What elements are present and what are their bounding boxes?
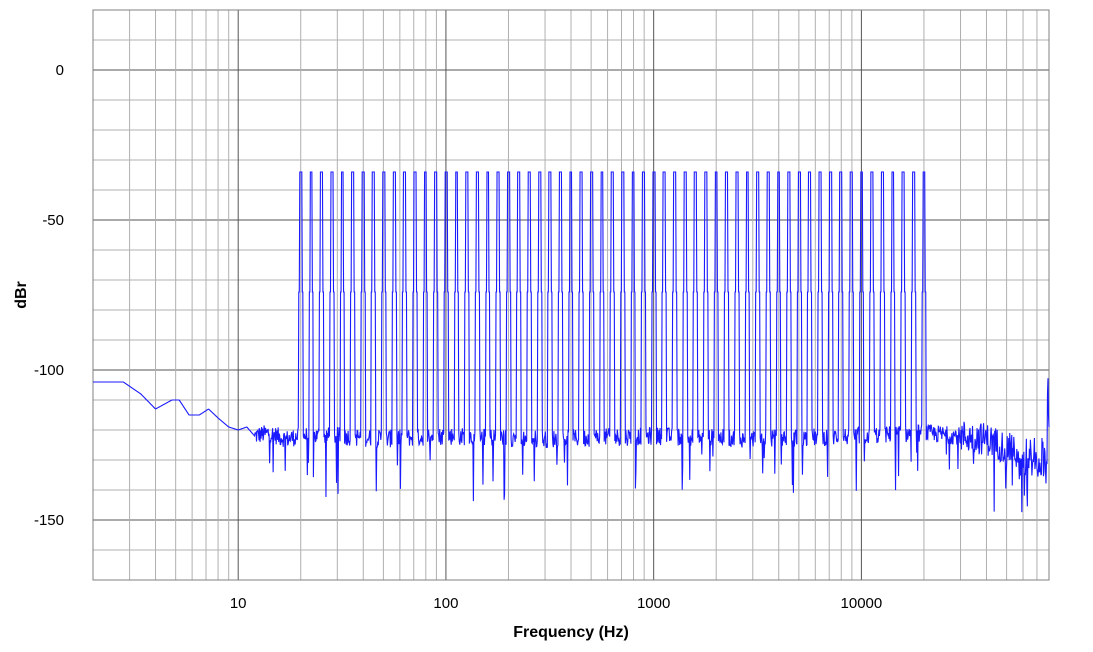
y-tick-label: -150 (34, 512, 64, 529)
spectrum-trace (93, 171, 1050, 513)
y-tick-label: -50 (42, 212, 64, 229)
x-tick-label: 10000 (841, 595, 883, 612)
x-tick-label: 1000 (637, 595, 670, 612)
x-tick-labels: 10 100 1000 10000 (230, 595, 882, 612)
x-axis-label: Frequency (Hz) (513, 624, 629, 641)
y-axis-label: dBr (13, 281, 30, 309)
plot-frame (92, 9, 1050, 581)
y-tick-label: 0 (56, 62, 64, 79)
grid (92, 9, 1050, 581)
series-layer (93, 171, 1050, 513)
y-tick-labels: 0 -50 -100 -150 (34, 62, 64, 529)
x-tick-label: 10 (230, 595, 247, 612)
x-tick-label: 100 (433, 595, 458, 612)
y-tick-label: -100 (34, 362, 64, 379)
